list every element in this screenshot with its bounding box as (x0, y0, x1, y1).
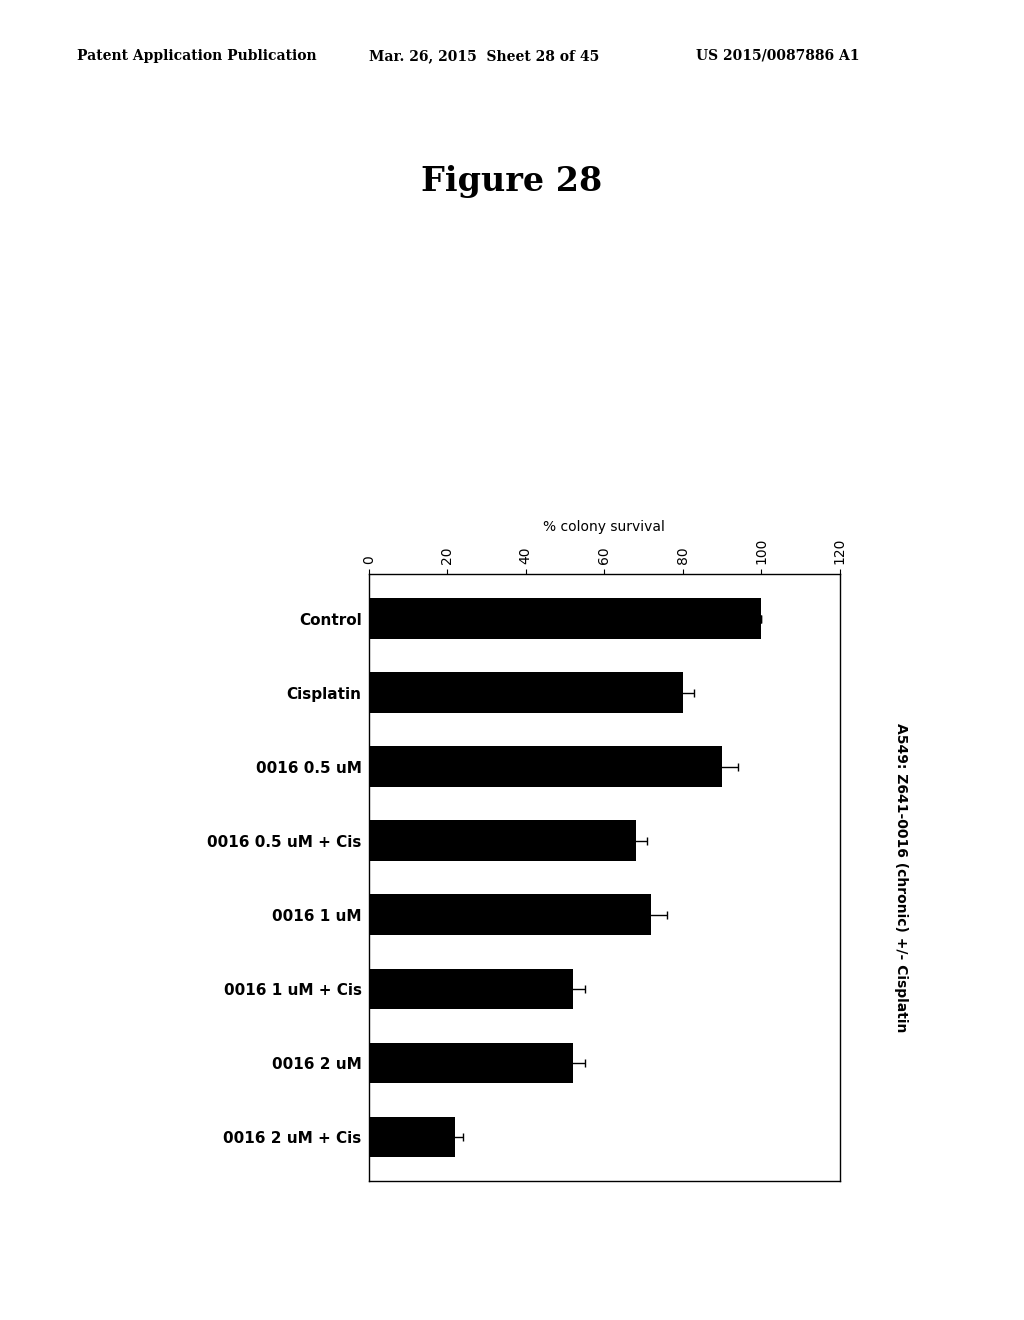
Bar (369, 969, 572, 1010)
Bar (369, 1043, 572, 1084)
Text: Mar. 26, 2015  Sheet 28 of 45: Mar. 26, 2015 Sheet 28 of 45 (369, 49, 599, 63)
Bar (369, 746, 722, 787)
Bar (369, 1117, 455, 1158)
Text: US 2015/0087886 A1: US 2015/0087886 A1 (696, 49, 860, 63)
Bar (369, 598, 761, 639)
Bar (369, 672, 683, 713)
Text: A549: Z641-0016 (chronic) +/- Cisplatin: A549: Z641-0016 (chronic) +/- Cisplatin (894, 723, 908, 1032)
Text: Patent Application Publication: Patent Application Publication (77, 49, 316, 63)
X-axis label: % colony survival: % colony survival (543, 520, 666, 535)
Text: Figure 28: Figure 28 (421, 165, 603, 198)
Bar (369, 821, 636, 861)
Bar (369, 895, 651, 935)
